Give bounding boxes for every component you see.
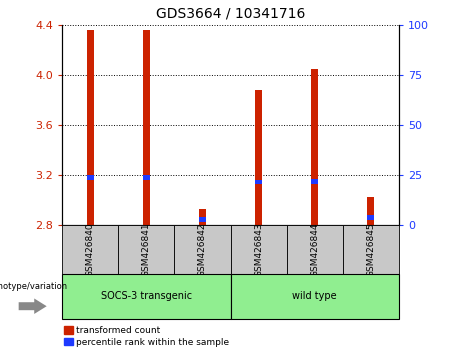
Text: SOCS-3 transgenic: SOCS-3 transgenic <box>101 291 192 302</box>
Bar <box>87 30 94 225</box>
Title: GDS3664 / 10341716: GDS3664 / 10341716 <box>156 7 305 21</box>
Bar <box>311 178 318 183</box>
Bar <box>230 225 287 274</box>
Text: genotype/variation: genotype/variation <box>0 282 68 291</box>
Bar <box>62 274 230 319</box>
Bar <box>255 90 262 225</box>
Bar <box>287 225 343 274</box>
Text: GSM426841: GSM426841 <box>142 222 151 277</box>
Bar <box>143 30 150 225</box>
Text: GSM426842: GSM426842 <box>198 222 207 277</box>
Bar <box>230 274 399 319</box>
Bar <box>255 180 262 184</box>
Text: GSM426845: GSM426845 <box>366 222 375 277</box>
Text: GSM426844: GSM426844 <box>310 222 319 277</box>
FancyArrow shape <box>18 298 47 314</box>
Bar <box>118 225 174 274</box>
Bar <box>143 176 150 181</box>
Bar <box>199 209 206 225</box>
Bar <box>343 225 399 274</box>
Text: GSM426840: GSM426840 <box>86 222 95 277</box>
Bar <box>87 176 94 181</box>
Bar <box>62 225 118 274</box>
Legend: transformed count, percentile rank within the sample: transformed count, percentile rank withi… <box>65 326 229 347</box>
Bar <box>311 69 318 225</box>
Text: wild type: wild type <box>292 291 337 302</box>
Bar <box>367 216 374 221</box>
Bar <box>199 217 206 222</box>
Bar <box>367 197 374 225</box>
Text: GSM426843: GSM426843 <box>254 222 263 277</box>
Bar <box>174 225 230 274</box>
